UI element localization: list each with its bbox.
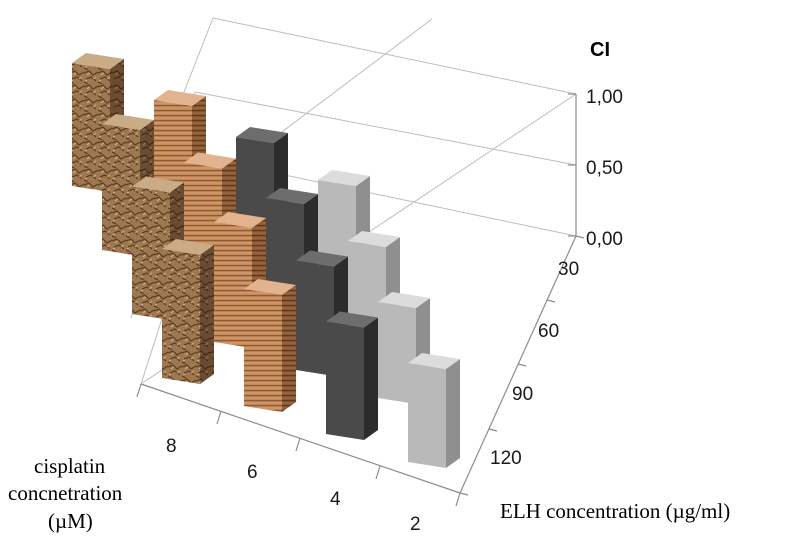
bar-top-face bbox=[72, 53, 124, 69]
bar-front-face bbox=[102, 124, 140, 256]
y-tick-1 bbox=[546, 299, 556, 303]
y-category-90: 90 bbox=[512, 384, 533, 405]
y-axis-title: ELH concentration (µg/ml) bbox=[500, 499, 730, 523]
x-tick-0 bbox=[136, 383, 142, 398]
y-tick-3 bbox=[488, 428, 498, 432]
bar-side-face bbox=[446, 359, 460, 468]
bar-top-face bbox=[236, 127, 288, 143]
bar-front-face bbox=[132, 186, 170, 320]
bar-front-face bbox=[214, 222, 252, 348]
bar-front-face bbox=[244, 289, 282, 412]
bar-top-face bbox=[132, 176, 184, 193]
x-category-2: 2 bbox=[410, 514, 421, 535]
z-axis-title: CI bbox=[590, 39, 610, 61]
bar-top-face bbox=[296, 250, 348, 267]
bar-top-face bbox=[348, 231, 400, 247]
bar-top-face bbox=[318, 170, 370, 186]
gridline-050 bbox=[194, 91, 577, 166]
bar-4-120 bbox=[326, 311, 378, 440]
bar-front-face bbox=[408, 363, 446, 468]
bar-6-120 bbox=[244, 279, 296, 412]
x-axis-title-line-1: cisplatin bbox=[34, 454, 106, 478]
bar-top-face bbox=[184, 152, 236, 169]
bar-top-face bbox=[102, 114, 154, 130]
bar-top-face bbox=[326, 311, 378, 328]
bars bbox=[72, 53, 460, 468]
x-tick-4 bbox=[455, 492, 461, 507]
bar-top-face bbox=[408, 353, 460, 369]
bar-top-face bbox=[154, 90, 206, 106]
x-axis-title-line-2: concnetration bbox=[8, 481, 123, 505]
bar-8-120 bbox=[162, 239, 214, 384]
y-category-120: 120 bbox=[490, 448, 522, 469]
bar-front-face bbox=[318, 180, 356, 276]
bar-front-face bbox=[162, 249, 200, 384]
y-tick-0 bbox=[575, 235, 585, 239]
y-axis: 30 60 90 120 ELH concentration (µg/ml) bbox=[459, 235, 730, 523]
gridline-100 bbox=[212, 17, 577, 95]
x-tick-2 bbox=[295, 437, 301, 452]
z-tick-label-000: 0,00 bbox=[586, 229, 623, 250]
bar-top-face bbox=[244, 279, 296, 295]
x-tick-1 bbox=[216, 410, 222, 425]
y-tick-2 bbox=[517, 363, 527, 367]
z-tick-label-050: 0,50 bbox=[586, 158, 623, 179]
x-axis-title-line-3: (µM) bbox=[48, 509, 93, 533]
y-category-30: 30 bbox=[558, 259, 579, 280]
bar-top-face bbox=[266, 188, 318, 204]
x-axis-line bbox=[140, 383, 461, 494]
bar-front-face bbox=[378, 302, 416, 404]
bar-top-face bbox=[378, 292, 430, 308]
z-tick-label-100: 1,00 bbox=[586, 87, 623, 108]
bar-front-face bbox=[72, 63, 110, 192]
x-category-6: 6 bbox=[247, 462, 258, 483]
y-category-60: 60 bbox=[538, 321, 559, 342]
bar-2-120 bbox=[408, 353, 460, 468]
x-category-8: 8 bbox=[166, 436, 177, 457]
y-tick-4 bbox=[459, 492, 469, 496]
bar-top-face bbox=[162, 239, 214, 255]
bar-front-face bbox=[296, 260, 334, 376]
bar-side-face bbox=[364, 317, 378, 440]
z-axis: 1,00 0,50 0,00 CI bbox=[568, 39, 623, 250]
bar-side-face bbox=[282, 285, 296, 412]
x-category-4: 4 bbox=[330, 489, 341, 510]
bar-top-face bbox=[214, 212, 266, 228]
x-axis: 8 6 4 2 cisplatin concnetration (µM) bbox=[8, 383, 461, 535]
bar-front-face bbox=[326, 321, 364, 440]
x-tick-3 bbox=[375, 465, 381, 480]
bar-side-face bbox=[200, 245, 214, 384]
